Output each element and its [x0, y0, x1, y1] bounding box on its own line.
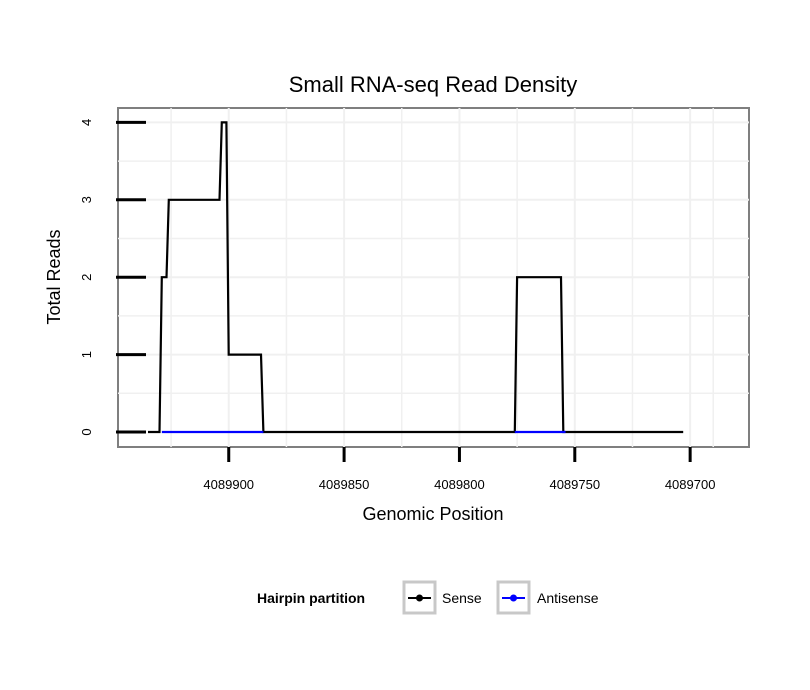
x-tick-label: 4089700: [665, 477, 716, 492]
x-tick-label: 4089750: [549, 477, 600, 492]
grid-lines: [118, 108, 749, 447]
x-tick-label: 4089800: [434, 477, 485, 492]
legend-label-antisense: Antisense: [537, 590, 599, 606]
legend: Hairpin partition Sense Antisense: [257, 580, 599, 615]
y-tick-label: 0: [79, 428, 94, 435]
y-tick-label: 1: [79, 351, 94, 358]
legend-label-sense: Sense: [442, 590, 482, 606]
legend-sense-marker: [416, 594, 423, 602]
y-tick-label: 4: [79, 119, 94, 126]
y-axis-title: Total Reads: [44, 229, 64, 324]
sense-series-line: [148, 121, 684, 434]
y-tick-label: 2: [79, 274, 94, 281]
legend-title: Hairpin partition: [257, 590, 365, 606]
x-tick-label: 4089850: [319, 477, 370, 492]
y-tick-label: 3: [79, 196, 94, 203]
chart-title: Small RNA-seq Read Density: [289, 72, 578, 97]
series-lines: [148, 121, 684, 434]
legend-antisense-marker: [510, 594, 517, 602]
x-tick-label: 4089900: [203, 477, 254, 492]
x-axis-title: Genomic Position: [362, 504, 503, 524]
axes: 4089900 4089850 4089800 4089750 4089700 0 1 2 3 4: [79, 119, 715, 492]
